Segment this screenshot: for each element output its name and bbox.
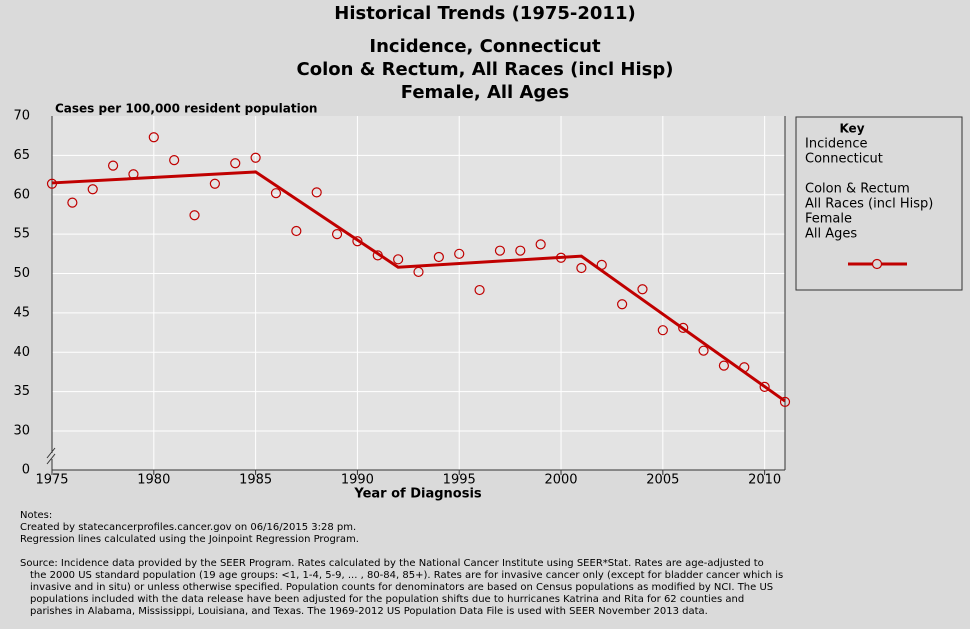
data-point bbox=[148, 132, 159, 143]
data-point bbox=[291, 225, 302, 237]
legend-marker bbox=[871, 258, 883, 270]
y-tick-label: 30 bbox=[13, 424, 30, 439]
data-point bbox=[189, 210, 200, 221]
data-point bbox=[494, 245, 506, 256]
note: Created by statecancerprofiles.cancer.go… bbox=[20, 522, 356, 533]
y-tick-label: 70 bbox=[13, 109, 30, 124]
data-point bbox=[779, 396, 791, 407]
y-tick-label: 35 bbox=[13, 384, 30, 399]
y-axis-label: Cases per 100,000 resident population bbox=[55, 102, 317, 116]
data-point bbox=[433, 251, 444, 263]
y-tick-label: 55 bbox=[13, 227, 30, 242]
data-point bbox=[718, 360, 730, 371]
legend-text: All Ages bbox=[805, 227, 857, 242]
x-tick-label: 1975 bbox=[35, 473, 68, 488]
source: populations included with the data relea… bbox=[30, 594, 744, 605]
chart-subtitle: Colon & Rectum, All Races (incl Hisp) bbox=[297, 59, 674, 80]
data-point bbox=[128, 169, 139, 180]
data-point bbox=[678, 322, 689, 333]
legend-text: Colon & Rectum bbox=[805, 182, 910, 197]
data-point bbox=[474, 284, 485, 296]
y-tick-label: 60 bbox=[13, 187, 30, 202]
data-point bbox=[169, 155, 180, 166]
data-point bbox=[331, 229, 343, 240]
data-point bbox=[250, 152, 261, 163]
data-point bbox=[759, 381, 770, 392]
data-point bbox=[617, 299, 628, 310]
legend-text: Female bbox=[805, 212, 852, 227]
data-point bbox=[535, 239, 546, 250]
source: Source: Incidence data provided by the S… bbox=[20, 558, 764, 569]
legend-title: Key bbox=[839, 122, 864, 136]
chart-title: Historical Trends (1975-2011) bbox=[334, 3, 635, 24]
data-point bbox=[87, 184, 98, 195]
data-point bbox=[596, 259, 607, 270]
data-point bbox=[576, 262, 587, 274]
axis-break bbox=[46, 453, 56, 465]
data-point bbox=[46, 178, 58, 189]
data-point bbox=[270, 188, 282, 199]
data-point bbox=[413, 266, 424, 278]
data-point bbox=[352, 236, 363, 247]
note: Regression lines calculated using the Jo… bbox=[20, 534, 359, 545]
axis-break bbox=[46, 447, 56, 459]
data-point bbox=[393, 254, 404, 265]
data-point bbox=[454, 248, 465, 259]
x-tick-label: 1985 bbox=[239, 473, 272, 488]
legend-text: All Races (incl Hisp) bbox=[805, 197, 933, 212]
x-tick-label: 1995 bbox=[443, 473, 476, 488]
data-point bbox=[67, 197, 78, 208]
data-point bbox=[311, 187, 322, 198]
data-point bbox=[230, 158, 241, 169]
data-point bbox=[372, 250, 383, 261]
x-tick-label: 2005 bbox=[646, 473, 679, 488]
x-axis-label: Year of Diagnosis bbox=[353, 487, 482, 502]
trend-line bbox=[51, 170, 786, 403]
data-point bbox=[107, 160, 119, 171]
y-tick-label: 45 bbox=[13, 305, 30, 320]
y-tick-label: 50 bbox=[13, 266, 30, 281]
x-tick-label: 1980 bbox=[137, 473, 170, 488]
y-tick-label: 0 bbox=[22, 463, 30, 478]
source: invasive and in situ) or unless otherwis… bbox=[30, 582, 773, 593]
x-tick-label: 1990 bbox=[341, 473, 374, 488]
axis-break-gap bbox=[49, 453, 55, 459]
note: Notes: bbox=[20, 510, 52, 521]
y-tick-label: 65 bbox=[13, 148, 30, 163]
data-point bbox=[209, 178, 220, 189]
plot-area bbox=[52, 116, 785, 470]
source: parishes in Alabama, Mississippi, Louisi… bbox=[30, 606, 708, 617]
chart-subtitle: Incidence, Connecticut bbox=[369, 36, 601, 57]
data-point bbox=[657, 325, 668, 336]
data-point bbox=[698, 345, 709, 356]
data-point bbox=[555, 252, 567, 263]
data-point bbox=[739, 362, 750, 373]
source: the 2000 US standard population (19 age … bbox=[30, 570, 783, 581]
y-tick-label: 40 bbox=[13, 345, 30, 360]
data-point bbox=[637, 284, 648, 295]
x-tick-label: 2000 bbox=[544, 473, 577, 488]
data-point bbox=[515, 245, 526, 256]
x-tick-label: 2010 bbox=[748, 473, 781, 488]
legend-text: Connecticut bbox=[805, 152, 883, 167]
legend-text: Incidence bbox=[805, 137, 867, 152]
chart-subtitle: Female, All Ages bbox=[401, 82, 569, 103]
